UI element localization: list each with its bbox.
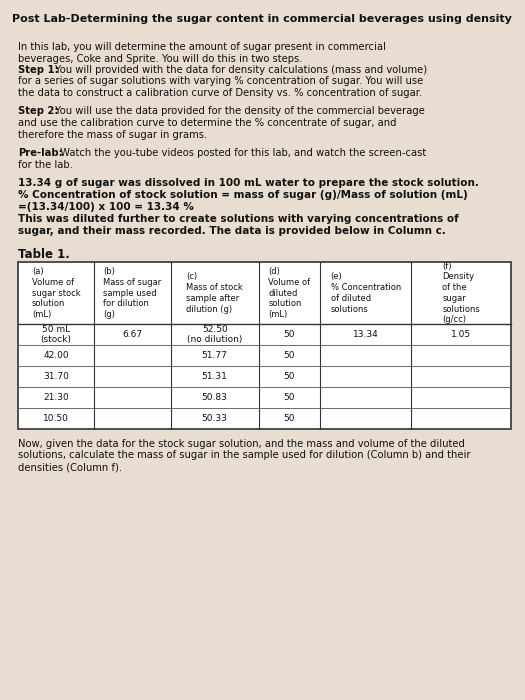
Text: (e)
% Concentration
of diluted
solutions: (e) % Concentration of diluted solutions: [331, 272, 401, 314]
Text: solutions, calculate the mass of sugar in the sample used for dilution (Column b: solutions, calculate the mass of sugar i…: [18, 451, 470, 461]
Bar: [18, 262, 511, 429]
Text: 13.34 g of sugar was dissolved in 100 mL water to prepare the stock solution.: 13.34 g of sugar was dissolved in 100 mL…: [18, 178, 479, 188]
Text: 10.50: 10.50: [43, 414, 69, 423]
Text: therefore the mass of sugar in grams.: therefore the mass of sugar in grams.: [18, 130, 207, 139]
Text: You will use the data provided for the density of the commercial beverage: You will use the data provided for the d…: [52, 106, 425, 116]
Text: Step 1:: Step 1:: [18, 65, 59, 75]
Text: and use the calibration curve to determine the % concentrate of sugar, and: and use the calibration curve to determi…: [18, 118, 396, 128]
Text: 50: 50: [284, 393, 295, 402]
Text: 13.34: 13.34: [353, 330, 379, 339]
Text: % Concentration of stock solution = mass of sugar (g)/Mass of solution (mL): % Concentration of stock solution = mass…: [18, 190, 468, 200]
Text: 21.30: 21.30: [44, 393, 69, 402]
Text: (f)
Density
of the
sugar
solutions
(g/cc): (f) Density of the sugar solutions (g/cc…: [443, 262, 480, 324]
Text: 50 mL
(stock): 50 mL (stock): [41, 325, 72, 344]
Text: 51.31: 51.31: [202, 372, 228, 381]
Text: for the lab.: for the lab.: [18, 160, 73, 169]
Text: 50: 50: [284, 330, 295, 339]
Text: 42.00: 42.00: [44, 351, 69, 360]
Text: 50: 50: [284, 351, 295, 360]
Text: for a series of sugar solutions with varying % concentration of sugar. You will : for a series of sugar solutions with var…: [18, 76, 423, 87]
Text: Now, given the data for the stock sugar solution, and the mass and volume of the: Now, given the data for the stock sugar …: [18, 439, 465, 449]
Text: sugar, and their mass recorded. The data is provided below in Column c.: sugar, and their mass recorded. The data…: [18, 226, 446, 236]
Text: 1.05: 1.05: [451, 330, 471, 339]
Text: (a)
Volume of
sugar stock
solution
(mL): (a) Volume of sugar stock solution (mL): [32, 267, 80, 319]
Text: Pre-lab:: Pre-lab:: [18, 148, 63, 158]
Text: (b)
Mass of sugar
sample used
for dilution
(g): (b) Mass of sugar sample used for diluti…: [103, 267, 162, 319]
Text: =(13.34/100) x 100 = 13.34 %: =(13.34/100) x 100 = 13.34 %: [18, 202, 194, 212]
Text: In this lab, you will determine the amount of sugar present in commercial: In this lab, you will determine the amou…: [18, 42, 386, 52]
Text: Watch the you-tube videos posted for this lab, and watch the screen-cast: Watch the you-tube videos posted for thi…: [57, 148, 426, 158]
Text: 50: 50: [284, 414, 295, 423]
Text: densities (Column f).: densities (Column f).: [18, 462, 122, 472]
Text: You will provided with the data for density calculations (mass and volume): You will provided with the data for dens…: [52, 65, 427, 75]
Text: beverages, Coke and Sprite. You will do this in two steps.: beverages, Coke and Sprite. You will do …: [18, 53, 302, 64]
Text: 52.50
(no dilution): 52.50 (no dilution): [187, 325, 243, 344]
Text: the data to construct a calibration curve of Density vs. % concentration of suga: the data to construct a calibration curv…: [18, 88, 422, 98]
Text: 6.67: 6.67: [122, 330, 143, 339]
Text: 31.70: 31.70: [43, 372, 69, 381]
Text: 50.83: 50.83: [202, 393, 228, 402]
Text: 50.33: 50.33: [202, 414, 228, 423]
Text: 51.77: 51.77: [202, 351, 228, 360]
Text: This was diluted further to create solutions with varying concentrations of: This was diluted further to create solut…: [18, 214, 459, 224]
Text: Step 2:: Step 2:: [18, 106, 58, 116]
Text: (c)
Mass of stock
sample after
dilution (g): (c) Mass of stock sample after dilution …: [186, 272, 243, 314]
Text: Table 1.: Table 1.: [18, 248, 70, 261]
Text: (d)
Volume of
diluted
solution
(mL): (d) Volume of diluted solution (mL): [268, 267, 310, 319]
Text: 50: 50: [284, 372, 295, 381]
Text: Post Lab-Determining the sugar content in commercial beverages using density: Post Lab-Determining the sugar content i…: [12, 14, 512, 24]
